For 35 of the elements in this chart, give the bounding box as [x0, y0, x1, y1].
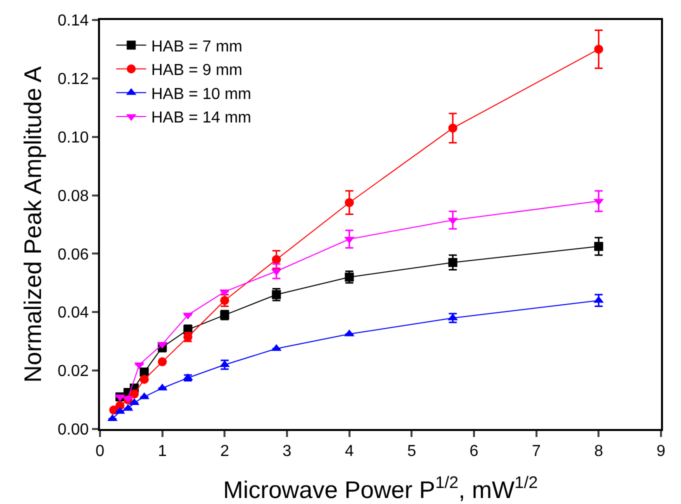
- y-tick-label: 0.10: [58, 129, 89, 146]
- x-tick-label: 4: [344, 443, 354, 460]
- point: [448, 258, 458, 267]
- x-axis-title: Microwave Power P$^{1/2}$, mW$^{1/2}$: [223, 472, 538, 504]
- point: [134, 362, 144, 370]
- x-tick-label: 3: [282, 443, 292, 460]
- point: [272, 255, 281, 264]
- point: [344, 198, 354, 208]
- y-tick-label: 0.06: [58, 246, 89, 264]
- legend-label: HAB = 9 mm: [151, 62, 242, 80]
- x-tick-label: 8: [594, 443, 604, 460]
- point: [448, 124, 458, 133]
- point: [140, 374, 149, 384]
- y-tick-label: 0.12: [58, 71, 89, 88]
- legend-label: HAB = 7 mm: [151, 38, 242, 56]
- y-tick-label: 0.02: [58, 363, 89, 380]
- legend-label: HAB = 10 mm: [151, 86, 252, 103]
- x-tick-label: 9: [656, 443, 666, 460]
- y-tick-label: 0.14: [58, 12, 89, 30]
- x-tick-label: 0: [96, 443, 105, 460]
- x-tick-label: 1: [158, 443, 167, 460]
- y-tick-label: 0.08: [58, 188, 89, 205]
- x-tick-label: 2: [220, 443, 230, 460]
- point: [594, 44, 604, 54]
- point: [158, 357, 167, 366]
- y-tick-label: 0.04: [58, 304, 89, 322]
- x-tick-label: 6: [470, 443, 479, 460]
- point: [139, 392, 150, 400]
- x-tick-label: 5: [407, 443, 416, 460]
- point: [130, 389, 139, 398]
- x-tick-label: 7: [532, 443, 541, 460]
- legend-label: HAB = 14 mm: [151, 110, 252, 127]
- y-axis-title: Normalized Peak Amplitude A: [20, 66, 47, 383]
- point: [594, 242, 604, 251]
- y-tick-label: 0.00: [58, 422, 89, 439]
